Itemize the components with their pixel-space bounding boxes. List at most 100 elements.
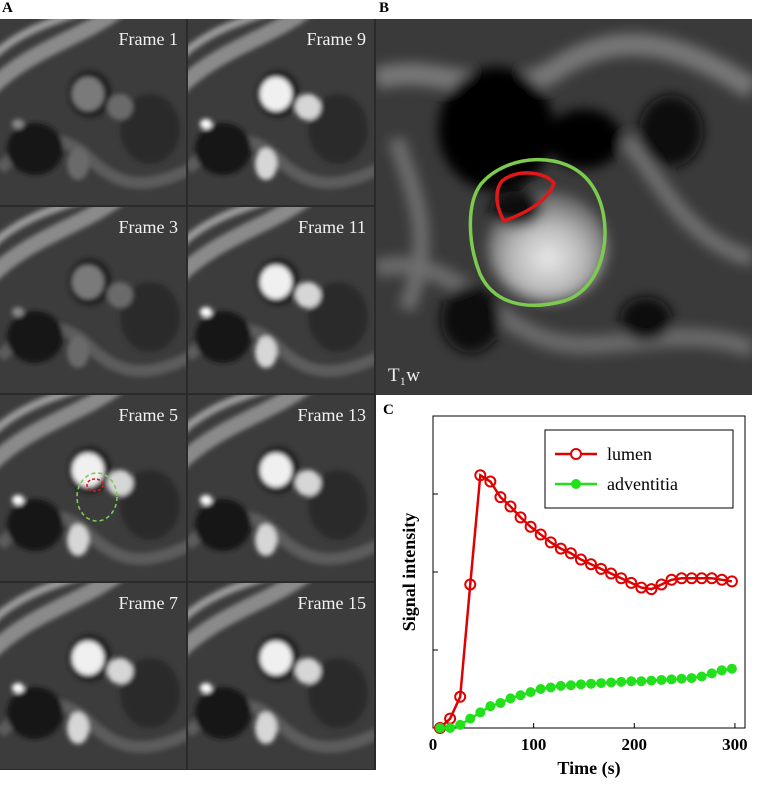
data-point-lumen xyxy=(494,491,507,504)
modality-label: T₁w xyxy=(388,365,420,386)
data-point-lumen xyxy=(544,536,557,549)
lumen-contour xyxy=(495,171,556,224)
data-point-adventitia xyxy=(646,675,657,686)
frame-label: Frame 11 xyxy=(298,217,366,237)
data-point-adventitia xyxy=(636,676,647,687)
frame-tile: Frame 7 xyxy=(0,583,186,769)
data-point-lumen xyxy=(454,690,467,703)
data-point-adventitia xyxy=(505,693,516,704)
data-point-lumen xyxy=(725,575,738,588)
frame-tile: Frame 1 xyxy=(0,19,186,205)
panel-c-label: C xyxy=(383,402,394,418)
frame-image xyxy=(188,19,374,205)
frame-image xyxy=(188,583,374,769)
frame-image xyxy=(188,207,374,393)
frame-tile: Frame 11 xyxy=(188,207,374,393)
x-tick-label: 200 xyxy=(622,735,648,754)
data-point-lumen xyxy=(645,583,658,596)
series-line-lumen xyxy=(439,473,733,729)
data-point-adventitia xyxy=(656,674,667,685)
t1w-closeup-image: T₁w xyxy=(376,19,752,395)
data-point-adventitia xyxy=(445,723,456,733)
data-point-adventitia xyxy=(475,707,486,718)
data-point-adventitia xyxy=(586,678,597,689)
data-point-adventitia xyxy=(535,684,546,694)
x-tick-label: 100 xyxy=(521,735,547,754)
data-point-lumen xyxy=(554,542,567,555)
data-point-adventitia xyxy=(686,673,697,684)
frame-label: Frame 15 xyxy=(297,593,366,613)
data-point-adventitia xyxy=(465,713,476,724)
data-point-adventitia xyxy=(706,668,717,679)
data-point-lumen xyxy=(615,572,628,585)
frame-label: Frame 9 xyxy=(306,29,366,49)
legend-label-adventitia: adventitia xyxy=(607,474,678,494)
legend-marker-lumen xyxy=(570,448,582,460)
panel-b-label: B xyxy=(379,0,390,16)
frame-tile: Frame 15 xyxy=(188,583,374,769)
data-point-adventitia xyxy=(616,676,627,687)
frame-tile: Frame 13 xyxy=(188,395,374,581)
data-point-adventitia xyxy=(495,698,506,709)
data-point-lumen xyxy=(504,500,517,513)
data-point-adventitia xyxy=(716,665,727,676)
chart-svg: 0 100 200 300 Time (s) Signal intensity lumen… xyxy=(399,415,748,779)
data-point-adventitia xyxy=(676,673,687,684)
data-point-adventitia xyxy=(596,678,607,689)
data-point-adventitia xyxy=(555,680,566,691)
legend: lumen adventitia xyxy=(544,429,734,509)
frame-label: Frame 5 xyxy=(118,405,178,425)
axes: 0 100 200 300 Time (s) Signal intensity xyxy=(399,415,748,779)
data-point-lumen xyxy=(484,475,497,488)
data-point-adventitia xyxy=(626,676,637,687)
data-point-lumen xyxy=(474,469,487,482)
data-point-adventitia xyxy=(485,701,496,712)
x-tick-label: 0 xyxy=(429,735,438,754)
legend-marker-adventitia xyxy=(571,479,581,489)
data-point-lumen xyxy=(514,511,527,524)
data-point-adventitia xyxy=(606,677,617,688)
adventitia-contour xyxy=(468,157,607,308)
data-point-adventitia xyxy=(435,723,446,733)
data-point-adventitia xyxy=(515,690,526,701)
frame-image xyxy=(0,207,186,393)
data-point-lumen xyxy=(564,547,577,560)
frame-label: Frame 7 xyxy=(118,593,178,613)
data-point-adventitia xyxy=(525,687,536,698)
data-point-adventitia xyxy=(565,680,576,691)
x-tick-label: 300 xyxy=(722,735,748,754)
data-point-lumen xyxy=(655,578,668,591)
data-point-adventitia xyxy=(545,682,556,693)
frame-image xyxy=(0,583,186,769)
x-axis-label: Time (s) xyxy=(557,758,620,779)
data-point-adventitia xyxy=(726,663,737,674)
data-point-lumen xyxy=(625,576,638,589)
data-point-adventitia xyxy=(666,674,677,685)
data-point-lumen xyxy=(605,567,618,580)
frame-tile: Frame 3 xyxy=(0,207,186,393)
legend-box xyxy=(544,429,734,509)
frame-image xyxy=(188,395,374,581)
data-point-lumen xyxy=(534,528,547,541)
y-axis-label: Signal intensity xyxy=(399,513,419,632)
data-point-lumen xyxy=(585,558,598,571)
dynamic-frames-grid: Frame 1 Frame 9 Frame 3 Frame 11 Frame 5 Fram… xyxy=(0,19,376,770)
frame-label: Frame 13 xyxy=(297,405,366,425)
data-point-adventitia xyxy=(696,671,707,682)
frame-tile: Frame 5 xyxy=(0,395,186,581)
panel-a-label: A xyxy=(2,0,13,16)
data-point-adventitia xyxy=(455,719,466,730)
data-point-lumen xyxy=(464,578,477,591)
frame-image xyxy=(0,19,186,205)
data-point-lumen xyxy=(595,562,608,575)
lumen-contour-dashed xyxy=(86,478,104,492)
signal-intensity-chart: 0 100 200 300 Time (s) Signal intensity lumen… xyxy=(395,400,761,787)
frame-tile: Frame 9 xyxy=(188,19,374,205)
legend-label-lumen: lumen xyxy=(607,444,652,464)
adventitia-contour-dashed xyxy=(76,472,118,522)
data-point-lumen xyxy=(574,553,587,566)
t1w-image-drawing xyxy=(376,19,752,395)
data-point-lumen xyxy=(524,520,537,533)
data-point-adventitia xyxy=(575,679,586,690)
frame-image xyxy=(0,395,186,581)
